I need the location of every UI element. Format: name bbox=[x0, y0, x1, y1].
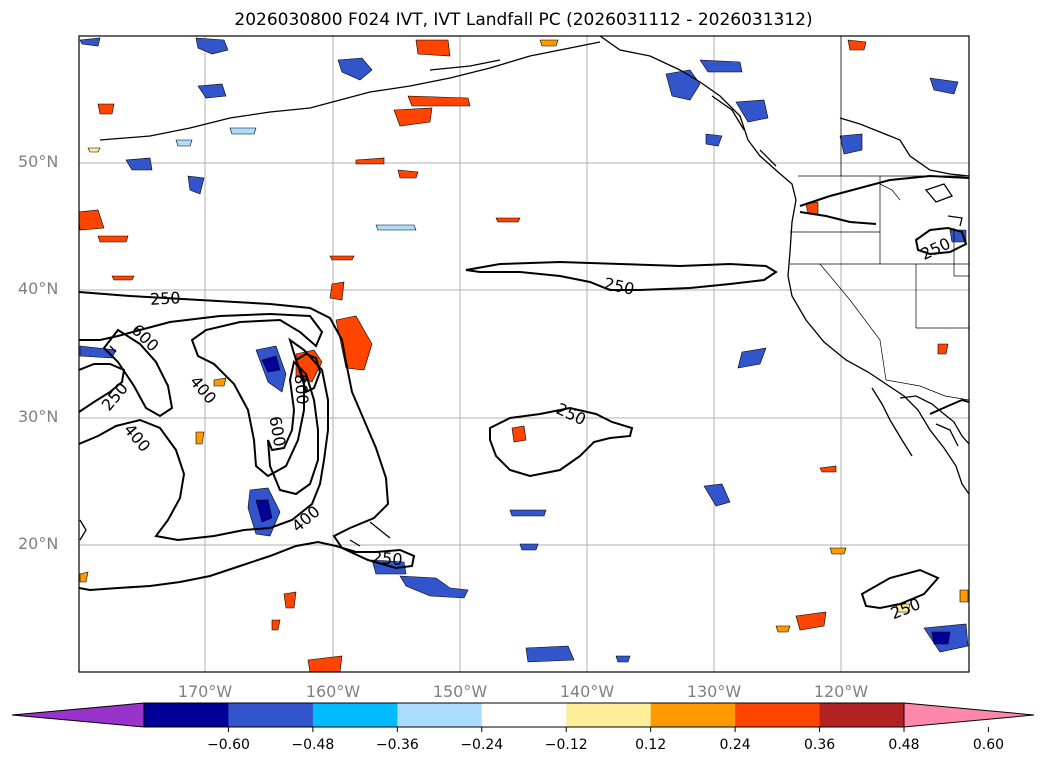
contour-250-outer bbox=[79, 291, 416, 592]
lon-label: 120°W bbox=[813, 682, 869, 701]
colorbar-cell bbox=[566, 703, 652, 727]
pc-positive-areas bbox=[79, 39, 969, 672]
contour-250-central bbox=[465, 260, 778, 291]
contour-250-coast bbox=[799, 174, 969, 207]
contour-label: 800 bbox=[291, 373, 313, 405]
colorbar-tick-label: 0.36 bbox=[803, 737, 836, 753]
colorbar-cell bbox=[144, 703, 229, 727]
lon-label: 130°W bbox=[686, 682, 742, 701]
contour-600-west bbox=[102, 328, 174, 418]
lon-label: 150°W bbox=[432, 682, 488, 701]
lat-label: 50°N bbox=[18, 152, 59, 171]
colorbar-cell bbox=[481, 703, 567, 727]
colorbar-tick-label: −0.24 bbox=[460, 737, 504, 753]
lat-label: 30°N bbox=[18, 407, 59, 426]
colorbar-cell bbox=[228, 703, 314, 727]
lon-label: 160°W bbox=[305, 682, 361, 701]
colorbar-tick-label: 0.24 bbox=[719, 737, 751, 753]
contour-250-east bbox=[860, 568, 940, 610]
contour-800 bbox=[294, 352, 322, 394]
contour-400 bbox=[79, 312, 329, 542]
colorbar-tick-label: 0.48 bbox=[888, 737, 920, 753]
colorbar-tick-label: −0.12 bbox=[544, 737, 588, 753]
lat-label: 20°N bbox=[18, 534, 59, 553]
contour-250-mexico bbox=[929, 398, 969, 415]
colorbar-tick-label: 0.60 bbox=[972, 737, 1005, 753]
colorbar-frame bbox=[143, 702, 905, 728]
coastlines bbox=[79, 36, 969, 547]
colorbar-extend-max bbox=[903, 702, 1035, 728]
colorbar-cell bbox=[397, 703, 483, 727]
contour-250-west bbox=[79, 363, 126, 413]
contour-600 bbox=[267, 360, 319, 496]
colorbar bbox=[11, 702, 1035, 732]
lat-label: 40°N bbox=[18, 279, 59, 298]
contour-250-subtropical bbox=[489, 406, 634, 478]
colorbar-cell bbox=[819, 703, 905, 727]
lon-label: 140°W bbox=[559, 682, 615, 701]
colorbar-ticks bbox=[227, 727, 989, 732]
colorbar-cell bbox=[312, 703, 398, 727]
colorbar-cell bbox=[735, 703, 821, 727]
contour-label: 250 bbox=[150, 288, 181, 309]
map-area bbox=[79, 36, 969, 672]
lon-label: 170°W bbox=[177, 682, 233, 701]
contour-250-nevada bbox=[914, 226, 968, 256]
colorbar-tick-label: −0.48 bbox=[291, 737, 335, 753]
contour-label: 250 bbox=[371, 548, 403, 570]
colorbar-tick-label: −0.60 bbox=[206, 737, 250, 753]
colorbar-cell bbox=[650, 703, 736, 727]
map-title: 2026030800 F024 IVT, IVT Landfall PC (20… bbox=[234, 10, 813, 30]
colorbar-extend-min bbox=[11, 702, 145, 728]
colorbar-tick-label: 0.12 bbox=[635, 737, 667, 753]
map-frame bbox=[78, 35, 970, 673]
colorbar-tick-label: −0.36 bbox=[375, 737, 419, 753]
colorbar-cells bbox=[144, 703, 905, 727]
ivt-contours bbox=[79, 174, 969, 610]
